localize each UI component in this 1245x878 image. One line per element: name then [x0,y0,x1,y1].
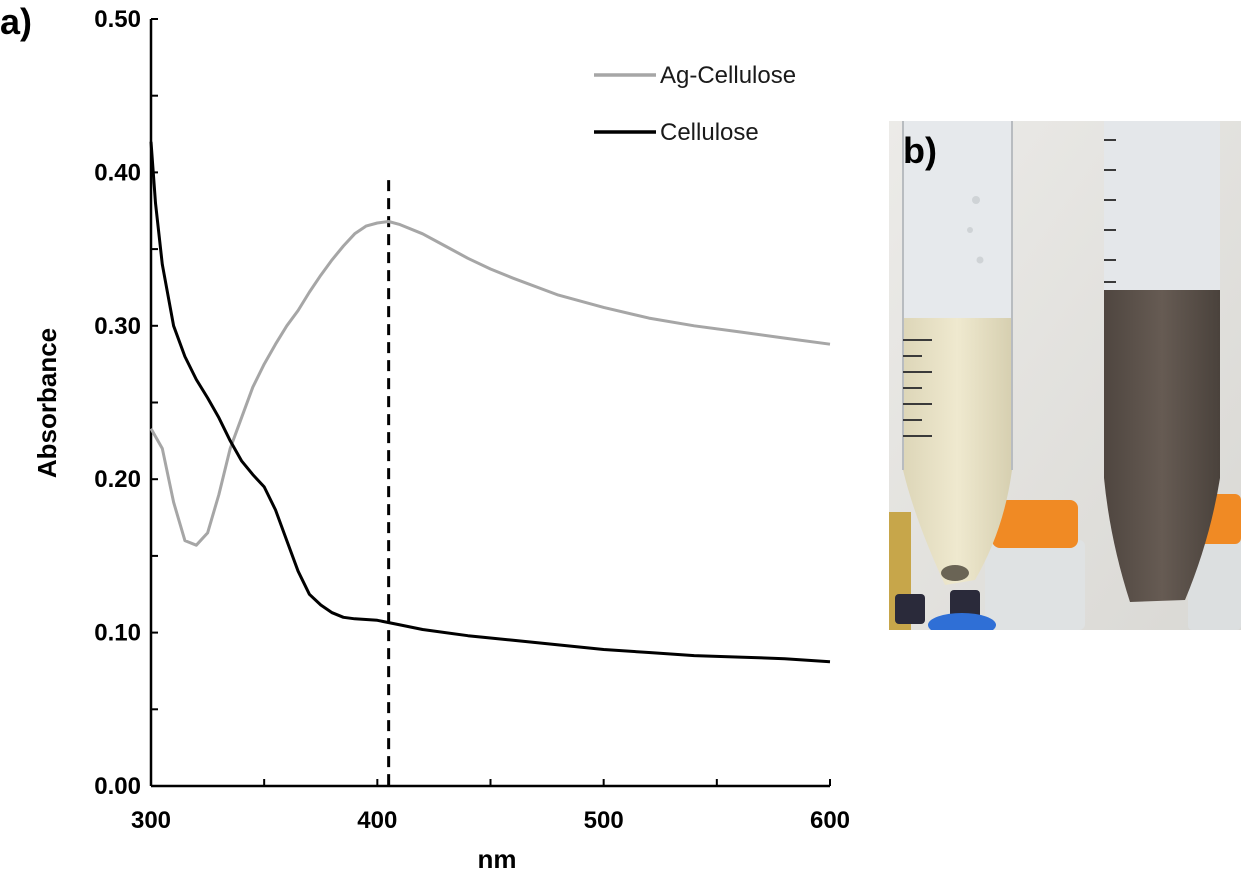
y-tick-label: 0.20 [94,466,141,493]
bubble [976,256,984,264]
left-tube-liquid [903,318,1012,585]
y-axis-title: Absorbance [32,328,62,478]
bottle-right [1188,540,1241,630]
x-tick-label: 400 [357,807,397,834]
legend-label: Ag-Cellulose [660,62,796,89]
dark-cap-left [895,594,925,624]
y-tick-label: 0.50 [94,6,141,33]
right-tube-empty [1104,121,1220,290]
y-tick-label: 0.30 [94,313,141,340]
y-axis-ticks: 0.00 0.10 0.20 0.30 0.40 0.50 [94,6,158,800]
vial-photo: b) [889,121,1241,630]
bottle-middle [985,540,1085,630]
left-tube-graduations [903,339,932,437]
bottle-cap-orange [992,500,1078,548]
right-tube-liquid [1104,290,1220,602]
blue-cap [928,613,996,630]
bubble [967,227,973,233]
x-tick-label: 600 [810,807,850,834]
y-tick-label: 0.00 [94,773,141,800]
panel-b-label: b) [903,130,937,171]
series-layer [149,141,831,664]
left-tube-sediment [941,565,969,581]
legend-label: Cellulose [660,119,759,146]
right-tube-graduations [1104,139,1116,283]
chart-legend: Ag-Cellulose Cellulose [594,62,796,146]
absorbance-chart: 0.00 0.10 0.20 0.30 0.40 0.50 300 400 500 600 Ab… [32,6,850,874]
y-tick-label: 0.40 [94,159,141,186]
x-axis-ticks: 300 400 500 600 [131,779,850,834]
x-axis-title: nm [478,844,517,874]
left-tube-empty [903,121,1012,318]
x-tick-label: 500 [584,807,624,834]
x-tick-label: 300 [131,807,171,834]
panel-a-label: a) [0,1,32,42]
y-tick-label: 0.10 [94,620,141,647]
series-line-cellulose [149,141,831,664]
series-line-ag-cellulose [149,220,831,547]
bubble [972,196,980,204]
